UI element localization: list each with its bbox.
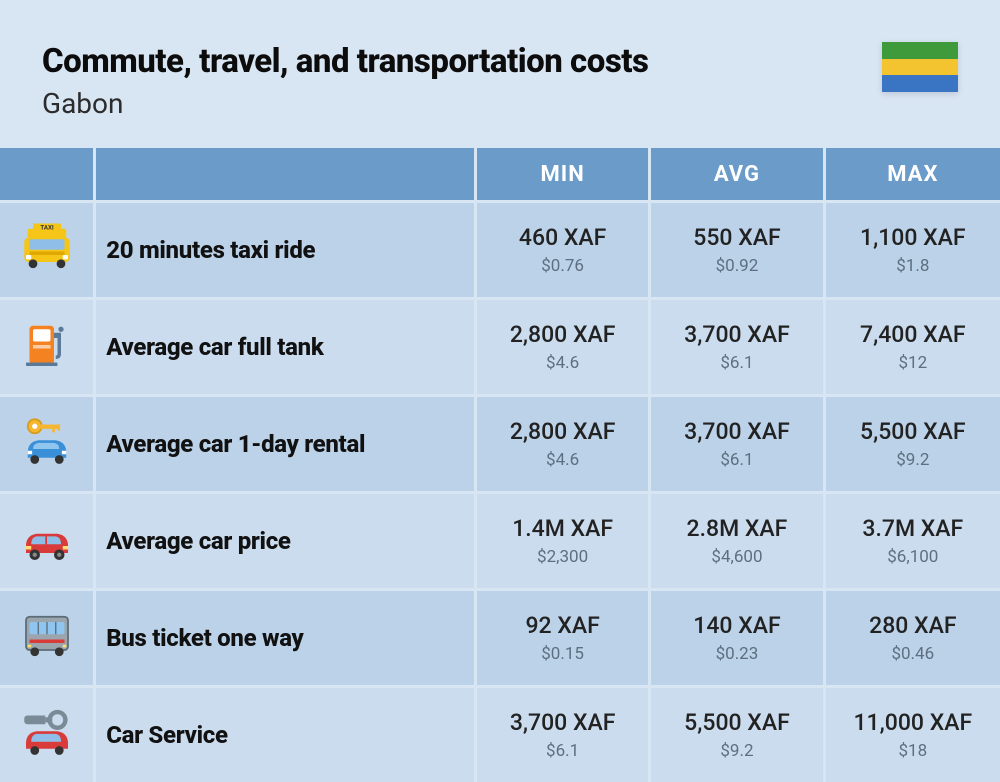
car-key-icon	[0, 394, 96, 491]
costs-table: MIN AVG MAX 20 minutes taxi ride460 XAF$…	[0, 148, 1000, 782]
header-icon-col	[0, 148, 96, 200]
primary-value: 140 XAF	[651, 612, 822, 640]
cell-min: 1.4M XAF $2,300	[477, 491, 651, 588]
car-service-icon	[0, 685, 96, 782]
header-min: MIN	[477, 148, 651, 200]
primary-value: 11,000 XAF	[826, 709, 1000, 737]
cell-max: 7,400 XAF $12	[826, 297, 1000, 394]
primary-value: 3,700 XAF	[651, 418, 822, 446]
flag-stripe-bot	[882, 75, 958, 92]
row-label: Average car 1-day rental	[96, 394, 477, 491]
secondary-value: $0.92	[651, 256, 822, 276]
cell-min: 460 XAF $0.76	[477, 200, 651, 297]
secondary-value: $6,100	[826, 547, 1000, 567]
primary-value: 3,700 XAF	[651, 321, 822, 349]
fuel-pump-icon	[0, 297, 96, 394]
primary-value: 1.4M XAF	[477, 515, 648, 543]
flag-stripe-top	[882, 42, 958, 59]
secondary-value: $0.15	[477, 644, 648, 664]
row-label: Average car price	[96, 491, 477, 588]
cell-min: 92 XAF $0.15	[477, 588, 651, 685]
cell-max: 3.7M XAF $6,100	[826, 491, 1000, 588]
secondary-value: $4.6	[477, 353, 648, 373]
table-row: Average car full tank2,800 XAF $4.63,700 …	[0, 297, 1000, 394]
cell-max: 280 XAF $0.46	[826, 588, 1000, 685]
cell-max: 1,100 XAF $1.8	[826, 200, 1000, 297]
primary-value: 1,100 XAF	[826, 224, 1000, 252]
row-label: Car Service	[96, 685, 477, 782]
primary-value: 2.8M XAF	[651, 515, 822, 543]
primary-value: 5,500 XAF	[826, 418, 1000, 446]
table-header-row: MIN AVG MAX	[0, 148, 1000, 200]
secondary-value: $18	[826, 741, 1000, 761]
page-subtitle: Gabon	[42, 87, 648, 120]
secondary-value: $4.6	[477, 450, 648, 470]
secondary-value: $1.8	[826, 256, 1000, 276]
primary-value: 550 XAF	[651, 224, 822, 252]
primary-value: 7,400 XAF	[826, 321, 1000, 349]
primary-value: 92 XAF	[477, 612, 648, 640]
bus-icon	[0, 588, 96, 685]
cell-avg: 3,700 XAF $6.1	[651, 297, 825, 394]
primary-value: 2,800 XAF	[477, 321, 648, 349]
secondary-value: $6.1	[651, 450, 822, 470]
table-row: Bus ticket one way92 XAF $0.15140 XAF $0.2…	[0, 588, 1000, 685]
row-label: Average car full tank	[96, 297, 477, 394]
secondary-value: $12	[826, 353, 1000, 373]
cell-avg: 5,500 XAF $9.2	[651, 685, 825, 782]
secondary-value: $9.2	[651, 741, 822, 761]
secondary-value: $4,600	[651, 547, 822, 567]
primary-value: 3,700 XAF	[477, 709, 648, 737]
row-label: Bus ticket one way	[96, 588, 477, 685]
cell-min: 2,800 XAF $4.6	[477, 394, 651, 491]
row-label: 20 minutes taxi ride	[96, 200, 477, 297]
page-header: Commute, travel, and transportation cost…	[0, 0, 1000, 148]
secondary-value: $6.1	[477, 741, 648, 761]
cell-max: 11,000 XAF $18	[826, 685, 1000, 782]
primary-value: 2,800 XAF	[477, 418, 648, 446]
primary-value: 5,500 XAF	[651, 709, 822, 737]
taxi-icon	[0, 200, 96, 297]
primary-value: 280 XAF	[826, 612, 1000, 640]
header-max: MAX	[826, 148, 1000, 200]
country-flag	[882, 42, 958, 92]
secondary-value: $9.2	[826, 450, 1000, 470]
secondary-value: $2,300	[477, 547, 648, 567]
secondary-value: $0.76	[477, 256, 648, 276]
cell-min: 2,800 XAF $4.6	[477, 297, 651, 394]
secondary-value: $0.23	[651, 644, 822, 664]
secondary-value: $0.46	[826, 644, 1000, 664]
cell-avg: 550 XAF $0.92	[651, 200, 825, 297]
cell-avg: 3,700 XAF $6.1	[651, 394, 825, 491]
cell-avg: 140 XAF $0.23	[651, 588, 825, 685]
secondary-value: $6.1	[651, 353, 822, 373]
flag-stripe-mid	[882, 59, 958, 76]
table-row: 20 minutes taxi ride460 XAF$0.76550 XAF$…	[0, 200, 1000, 297]
car-price-icon	[0, 491, 96, 588]
header-avg: AVG	[651, 148, 825, 200]
cell-avg: 2.8M XAF $4,600	[651, 491, 825, 588]
table-row: Average car price1.4M XAF$2,3002.8M XAF$…	[0, 491, 1000, 588]
table-row: Average car 1-day rental2,800 XAF $4.63,7…	[0, 394, 1000, 491]
page-title: Commute, travel, and transportation cost…	[42, 42, 648, 81]
primary-value: 3.7M XAF	[826, 515, 1000, 543]
header-label-col	[96, 148, 477, 200]
title-block: Commute, travel, and transportation cost…	[42, 42, 648, 120]
table-row: Car Service3,700 XAF $6.15,500 XAF $9.211,…	[0, 685, 1000, 782]
primary-value: 460 XAF	[477, 224, 648, 252]
cell-min: 3,700 XAF $6.1	[477, 685, 651, 782]
cell-max: 5,500 XAF $9.2	[826, 394, 1000, 491]
